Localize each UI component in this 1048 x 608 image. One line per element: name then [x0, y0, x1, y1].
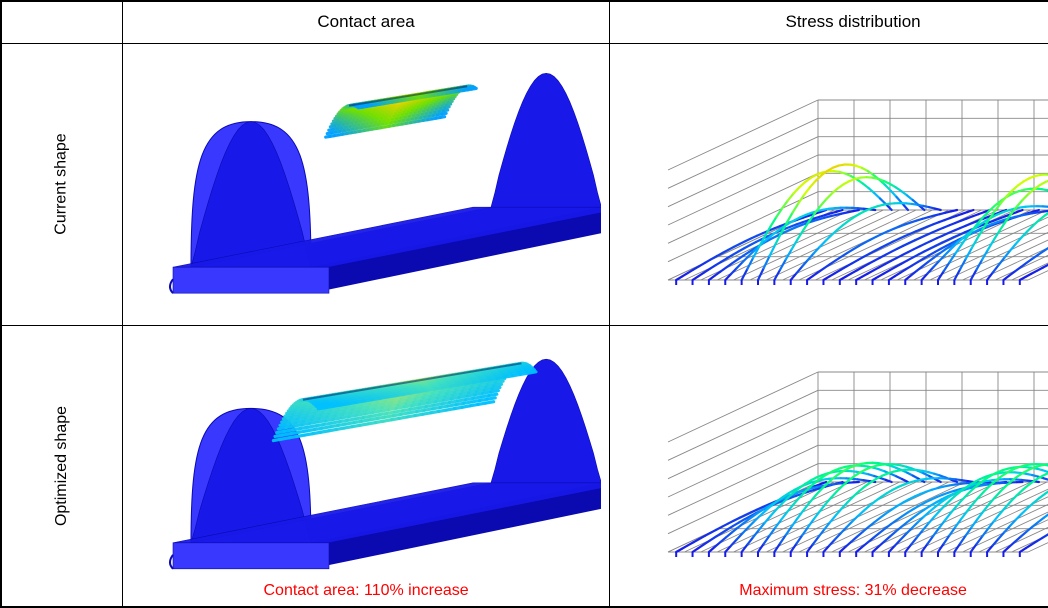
caption-stress: Maximum stress: 31% decrease: [610, 582, 1048, 600]
stress-surface-optimized: [618, 356, 1048, 576]
col-header-stress: Stress distribution: [610, 1, 1048, 43]
viz-current-contact: [123, 44, 609, 325]
row-header-optimized-label: Optimized shape: [53, 406, 71, 526]
viz-optimized-stress: [610, 326, 1048, 607]
cell-current-contact: [123, 43, 610, 325]
cell-current-stress: [610, 43, 1048, 325]
cell-optimized-stress: Maximum stress: 31% decrease: [610, 325, 1048, 607]
col-header-contact: Contact area: [123, 1, 610, 43]
corner-cell: [1, 1, 123, 43]
row-header-optimized: Optimized shape: [1, 325, 123, 607]
viz-current-stress: [610, 44, 1048, 325]
cell-optimized-contact: Contact area: 110% increase: [123, 325, 610, 607]
gear-tooth-current: [131, 54, 601, 314]
stress-surface-current: [618, 64, 1048, 304]
row-header-current-label: Current shape: [53, 133, 71, 234]
viz-optimized-contact: [123, 326, 609, 607]
row-header-current: Current shape: [1, 43, 123, 325]
comparison-table: Contact area Stress distribution Current…: [0, 0, 1048, 608]
gear-tooth-optimized: [131, 346, 601, 586]
caption-contact: Contact area: 110% increase: [123, 582, 609, 600]
